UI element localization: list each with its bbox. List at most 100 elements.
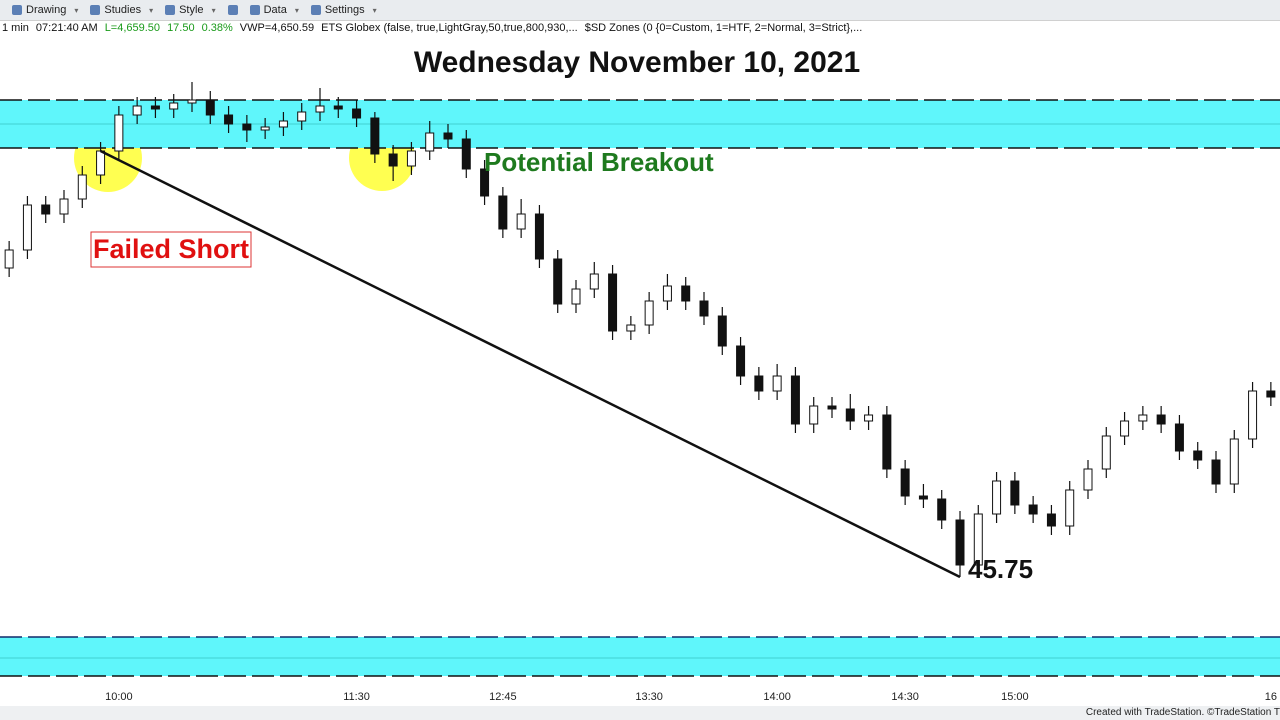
candle-body [224,114,234,125]
candle-body [425,132,435,152]
status-line: 1 min 07:21:40 AM L=4,659.50 17.50 0.38%… [2,20,862,35]
candle-body [1229,438,1239,485]
candle-body [461,138,471,170]
toolbar-item[interactable]: Settings ▾ [310,4,377,16]
candle-body [187,99,197,104]
status-item: 17.50 [167,21,195,34]
candle-body [260,126,270,131]
candle-body [498,195,508,230]
candle-body [955,519,965,566]
x-tick-label: 10:00 [105,691,133,703]
candle-body [589,273,599,290]
x-tick-label: 13:30 [635,691,663,703]
candle-body [169,102,179,110]
status-item: ETS Globex (false, true,LightGray,50,tru… [321,21,578,34]
status-item: 0.38% [201,21,233,34]
candle-body [1010,480,1020,506]
candle-body [1266,390,1276,398]
toolbar-item[interactable]: Drawing ▾ [12,4,78,16]
toolbar-item[interactable]: Data ▾ [249,4,299,16]
candle-body [370,117,380,155]
toolbar-item[interactable]: Studies ▾ [90,4,153,16]
candle-body [1138,414,1148,422]
zone [0,637,1280,676]
candle-body [845,408,855,422]
candle-body [827,405,837,410]
status-item: 1 min [2,21,29,34]
candle-body [41,204,51,215]
candle-body [900,468,910,497]
candle-body [1065,489,1075,527]
candle-body [937,498,947,521]
candle-body [352,108,362,119]
x-tick-label: 14:30 [891,691,919,703]
candle-body [626,324,636,332]
candle-body [205,99,215,116]
x-tick-label: 16 [1265,691,1277,703]
candle-body [150,105,160,110]
candle-body [1120,420,1130,437]
candle-body [59,198,69,215]
x-tick-label: 15:00 [1001,691,1029,703]
candle-body [882,414,892,470]
candle-body [772,375,782,392]
candle-body [114,114,124,152]
candle-body [699,300,709,317]
candle-body [297,111,307,122]
toolbar-label: Style [179,4,204,16]
candle-body [77,174,87,200]
toolbar-label: Settings [324,4,365,16]
candle-body [553,258,563,305]
annotation: Failed Short [93,234,249,264]
candle-body [754,375,764,392]
status-item: L=4,659.50 [104,21,161,34]
status-item: $SD Zones (0 {0=Custom, 1=HTF, 2=Normal,… [584,21,863,34]
candle-body [132,105,142,116]
candle-body [443,132,453,140]
toolbar: Drawing ▾ Studies ▾ Style ▾ Data ▾ Settings ▾ [0,0,1280,21]
annotation: Potential Breakout [484,147,714,177]
candle-body [1174,423,1184,452]
candle-body [1101,435,1111,470]
candle-body [644,300,654,326]
candle-body [681,285,691,302]
candle-body [1248,390,1258,440]
toolbar-label: Data [263,4,287,16]
candle-body [22,204,32,251]
candle-body [717,315,727,347]
candle-body [315,105,325,113]
candle-body [278,120,288,128]
trend-line [100,149,961,579]
candle-body [516,213,526,230]
candle-body [918,495,928,500]
candle-body [333,105,343,110]
candle-body [973,513,983,566]
candle-body [388,153,398,167]
candle-body [1083,468,1093,491]
candle-body [1211,459,1221,485]
toolbar-label: Studies [104,4,142,16]
candle-body [992,480,1002,515]
candle-body [1193,450,1203,461]
candle-body [1046,513,1056,527]
candle-body [1156,414,1166,425]
toolbar-item[interactable]: Style ▾ [165,4,216,16]
x-tick-label: 14:00 [763,691,791,703]
candle-body [4,249,14,269]
x-tick-label: 12:45 [489,691,517,703]
status-item: VWP=4,650.59 [239,21,315,34]
footer: Created with TradeStation. ©TradeStation… [0,706,1280,720]
toolbar-item[interactable] [227,5,238,15]
candle-body [480,168,490,197]
candle-body [809,405,819,425]
candle-body [1028,504,1038,515]
candle-body [736,345,746,377]
annotation-box [90,231,252,268]
candle-body [534,213,544,260]
low-label: 45.75 [968,554,1033,584]
chart-title: Wednesday November 10, 2021 [414,46,860,79]
toolbar-label: Drawing [26,4,67,16]
candle-body [406,150,416,167]
